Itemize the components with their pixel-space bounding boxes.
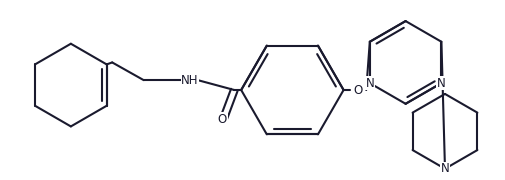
Text: O: O <box>353 84 362 96</box>
Text: NH: NH <box>181 74 198 87</box>
Text: N: N <box>365 77 373 90</box>
Text: N: N <box>436 77 445 90</box>
Text: N: N <box>440 162 448 175</box>
Text: O: O <box>218 113 227 126</box>
